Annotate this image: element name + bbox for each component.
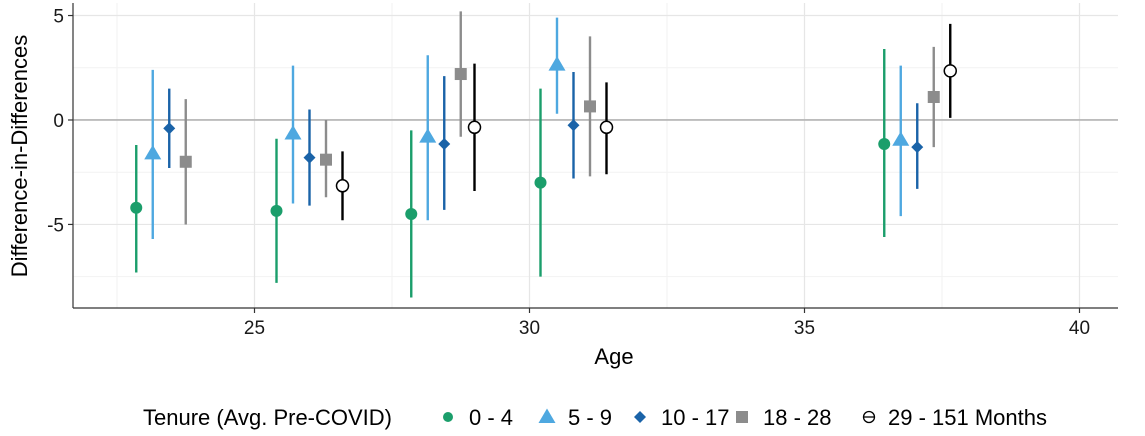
x-tick-label: 30 <box>519 318 540 339</box>
x-tick-label: 35 <box>794 318 815 339</box>
data-point <box>892 131 910 146</box>
legend-label: 18 - 28 <box>763 405 832 430</box>
legend-item: 18 - 28 <box>736 405 832 430</box>
y-axis-title: Difference-in-Differences <box>7 35 32 278</box>
data-marks <box>130 11 957 298</box>
data-point <box>144 144 162 160</box>
series-1 <box>130 48 891 298</box>
data-point <box>943 64 957 78</box>
data-point <box>567 119 580 132</box>
data-point <box>179 155 192 168</box>
data-point <box>335 179 350 193</box>
legend-item: 0 - 4 <box>443 405 513 430</box>
legend-item: 10 - 17 <box>634 405 730 430</box>
y-tick-label: -5 <box>47 215 64 236</box>
data-point <box>534 176 547 189</box>
data-point <box>599 120 614 135</box>
legend-key <box>538 408 556 423</box>
plot-panel <box>73 3 1118 308</box>
series-2 <box>144 17 910 240</box>
data-point <box>927 91 940 104</box>
data-point <box>911 141 924 154</box>
data-point <box>548 56 566 71</box>
legend-item: 29 - 151 Months <box>862 405 1047 430</box>
legend: Tenure (Avg. Pre-COVID) 0 - 4 5 - 9 10 - 17… <box>143 405 1047 430</box>
data-point <box>467 120 482 135</box>
legend-key <box>736 411 748 423</box>
data-point <box>405 207 418 220</box>
data-point <box>130 201 143 214</box>
legend-label: 29 - 151 Months <box>888 405 1047 430</box>
plot-background <box>73 3 1118 308</box>
data-point <box>163 122 176 135</box>
data-point <box>303 151 316 164</box>
legend-key <box>443 412 453 422</box>
y-tick-label: 0 <box>53 111 64 132</box>
x-tick-label: 25 <box>244 318 265 339</box>
data-point <box>320 153 332 166</box>
legend-key <box>634 411 646 423</box>
y-tick-label: 5 <box>53 7 64 28</box>
data-point <box>454 68 467 81</box>
legend-title: Tenure (Avg. Pre-COVID) <box>143 405 392 430</box>
data-point <box>438 138 451 151</box>
x-tick-label: 40 <box>1069 318 1090 339</box>
series-5 <box>335 23 957 221</box>
axes: 25 30 35 40 -5 0 5 <box>47 3 1118 339</box>
legend-label: 5 - 9 <box>568 405 612 430</box>
x-axis-title: Age <box>594 344 633 369</box>
data-point <box>878 138 891 151</box>
data-point <box>419 128 437 143</box>
series-4 <box>179 11 940 225</box>
legend-label: 10 - 17 <box>661 405 730 430</box>
grid-lines <box>73 3 1118 308</box>
data-point <box>584 100 596 113</box>
data-point <box>284 125 302 140</box>
data-point <box>270 204 283 217</box>
series-3 <box>163 71 924 210</box>
legend-item: 5 - 9 <box>538 405 612 430</box>
legend-label: 0 - 4 <box>469 405 513 430</box>
